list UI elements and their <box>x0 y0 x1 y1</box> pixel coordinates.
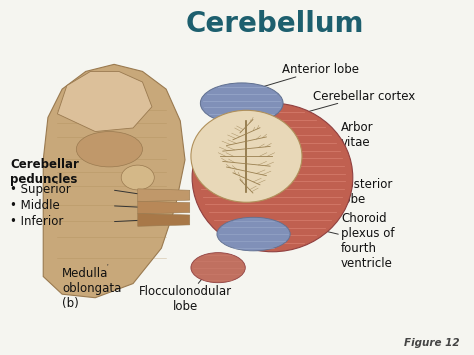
Text: Arbor
vitae: Arbor vitae <box>287 121 374 151</box>
Polygon shape <box>138 201 190 214</box>
Text: Cerebellar
peduncles: Cerebellar peduncles <box>10 158 79 186</box>
Text: Cerebellum: Cerebellum <box>185 10 364 38</box>
Ellipse shape <box>191 110 302 202</box>
Text: Choroid
plexus of
fourth
ventricle: Choroid plexus of fourth ventricle <box>310 212 394 270</box>
Polygon shape <box>138 189 190 202</box>
Ellipse shape <box>201 83 283 124</box>
Text: Figure 12: Figure 12 <box>403 338 459 348</box>
Text: Cerebellar cortex: Cerebellar cortex <box>277 90 415 120</box>
Text: Posterior
lobe: Posterior lobe <box>325 178 393 206</box>
Text: • Middle: • Middle <box>10 199 60 212</box>
Text: Flocculonodular
lobe: Flocculonodular lobe <box>138 279 232 313</box>
Text: Anterior lobe: Anterior lobe <box>240 63 359 94</box>
Polygon shape <box>43 64 185 298</box>
Text: • Inferior: • Inferior <box>10 215 64 228</box>
Polygon shape <box>138 214 190 226</box>
Ellipse shape <box>217 217 290 251</box>
Ellipse shape <box>121 165 155 190</box>
Text: Medulla
oblongata
(b): Medulla oblongata (b) <box>62 265 121 310</box>
Text: • Superior: • Superior <box>10 184 71 196</box>
Ellipse shape <box>192 103 353 252</box>
Ellipse shape <box>76 132 143 167</box>
Polygon shape <box>57 71 152 132</box>
Ellipse shape <box>191 253 245 283</box>
